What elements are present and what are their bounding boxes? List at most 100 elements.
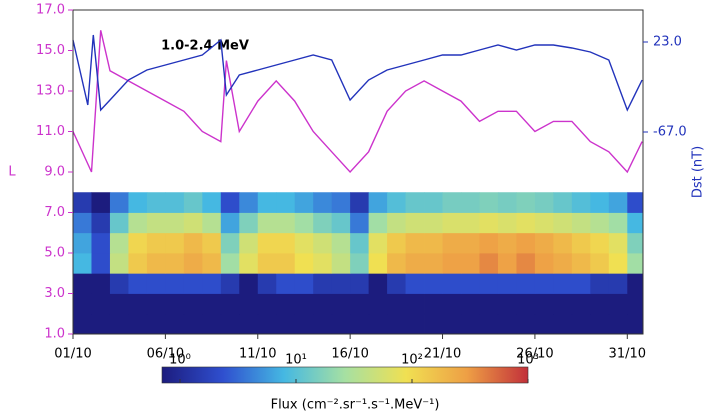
heatmap-cell	[128, 212, 148, 234]
y-tick-label: 13.0	[36, 84, 65, 99]
heatmap-cell	[128, 273, 148, 294]
heatmap-cell	[313, 313, 333, 335]
heatmap-cell	[590, 293, 610, 315]
heatmap-cell	[146, 232, 166, 254]
heatmap-cell	[183, 313, 203, 335]
heatmap-cell	[202, 293, 222, 315]
heatmap-cell	[109, 253, 129, 274]
heatmap-cell	[73, 293, 92, 315]
heatmap-cell	[313, 253, 333, 274]
heatmap-cell	[128, 253, 148, 274]
heatmap-cell	[146, 212, 166, 234]
heatmap-cell	[368, 212, 388, 234]
heatmap-cell	[368, 273, 388, 294]
heatmap-cell	[461, 212, 480, 234]
heatmap-cell	[590, 232, 610, 254]
heatmap-cell	[91, 192, 111, 213]
heatmap-cell	[73, 273, 92, 294]
heatmap-cell	[534, 313, 554, 335]
heatmap-cell	[257, 293, 277, 315]
heatmap-cell	[128, 192, 148, 213]
heatmap-cell	[165, 253, 185, 274]
heatmap-cell	[331, 192, 351, 213]
x-tick-label: 31/10	[609, 347, 646, 362]
heatmap-cell	[571, 253, 591, 274]
heatmap-cell	[534, 192, 554, 213]
y-tick-label: 1.0	[44, 327, 65, 342]
colorbar	[161, 366, 529, 384]
heatmap-cell	[294, 253, 314, 274]
heatmap-cell	[109, 313, 129, 335]
heatmap-cell	[590, 192, 610, 213]
heatmap-cell	[442, 192, 462, 213]
heatmap-cell	[165, 232, 185, 254]
heatmap-cell	[257, 273, 277, 294]
heatmap-cell	[350, 212, 370, 234]
heatmap-cell	[294, 293, 314, 315]
annotation: 1.0-2.4 MeV	[161, 39, 249, 54]
heatmap-cell	[109, 192, 129, 213]
y2-tick-label: 23.0	[653, 35, 682, 50]
y-axis-label: L	[8, 165, 16, 180]
heatmap-cell	[257, 212, 277, 234]
heatmap-cell	[239, 293, 259, 315]
heatmap-cell	[350, 232, 370, 254]
heatmap-cell	[627, 313, 644, 335]
heatmap-cell	[73, 212, 92, 234]
y-tick-label: 15.0	[36, 43, 65, 58]
heatmap-cell	[424, 192, 443, 213]
heatmap-cell	[183, 273, 203, 294]
heatmap-cell	[165, 212, 185, 234]
heatmap-cell	[294, 212, 314, 234]
colorbar-tick-label: 10³	[517, 353, 539, 368]
heatmap-cell	[590, 253, 610, 274]
heatmap-cell	[276, 313, 296, 335]
heatmap-cell	[571, 212, 591, 234]
heatmap-cell	[239, 232, 259, 254]
y-tick-label: 3.0	[44, 286, 65, 301]
heatmap-cell	[109, 232, 129, 254]
heatmap-cell	[553, 313, 573, 335]
heatmap-cell	[405, 212, 425, 234]
heatmap-cell	[497, 212, 517, 234]
heatmap-cell	[627, 253, 644, 274]
heatmap-cell	[516, 253, 536, 274]
heatmap-cell	[276, 293, 296, 315]
heatmap-cell	[257, 192, 277, 213]
heatmap-cell	[331, 232, 351, 254]
heatmap-cell	[368, 253, 388, 274]
heatmap-cell	[424, 212, 443, 234]
heatmap-cell	[497, 253, 517, 274]
heatmap-cell	[479, 273, 499, 294]
y-tick-label: 5.0	[44, 246, 65, 261]
heatmap-cell	[165, 192, 185, 213]
heatmap-cell	[387, 232, 406, 254]
heatmap-cell	[479, 212, 499, 234]
y-tick-label: 9.0	[44, 165, 65, 180]
heatmap-cell	[590, 273, 610, 294]
x-tick-label: 16/10	[331, 347, 368, 362]
heatmap-cell	[202, 192, 222, 213]
heatmap-cell	[442, 212, 462, 234]
heatmap-cell	[516, 273, 536, 294]
heatmap-cell	[91, 293, 111, 315]
heatmap-cell	[627, 232, 644, 254]
heatmap-cell	[239, 212, 259, 234]
heatmap-cell	[313, 293, 333, 315]
heatmap-cell	[368, 192, 388, 213]
heatmap-cell	[331, 313, 351, 335]
heatmap-cell	[461, 232, 480, 254]
heatmap-cell	[387, 273, 406, 294]
heatmap-cell	[91, 232, 111, 254]
heatmap-cell	[165, 273, 185, 294]
heatmap-cell	[608, 253, 628, 274]
heatmap-cell	[220, 313, 240, 335]
heatmap-cell	[461, 293, 480, 315]
y2-axis-label: Dst (nT)	[691, 146, 706, 198]
heatmap-cell	[608, 293, 628, 315]
heatmap-cell	[220, 253, 240, 274]
heatmap-cell	[331, 293, 351, 315]
y-tick-label: 11.0	[36, 124, 65, 139]
heatmap-cell	[331, 273, 351, 294]
heatmap-cell	[627, 212, 644, 234]
